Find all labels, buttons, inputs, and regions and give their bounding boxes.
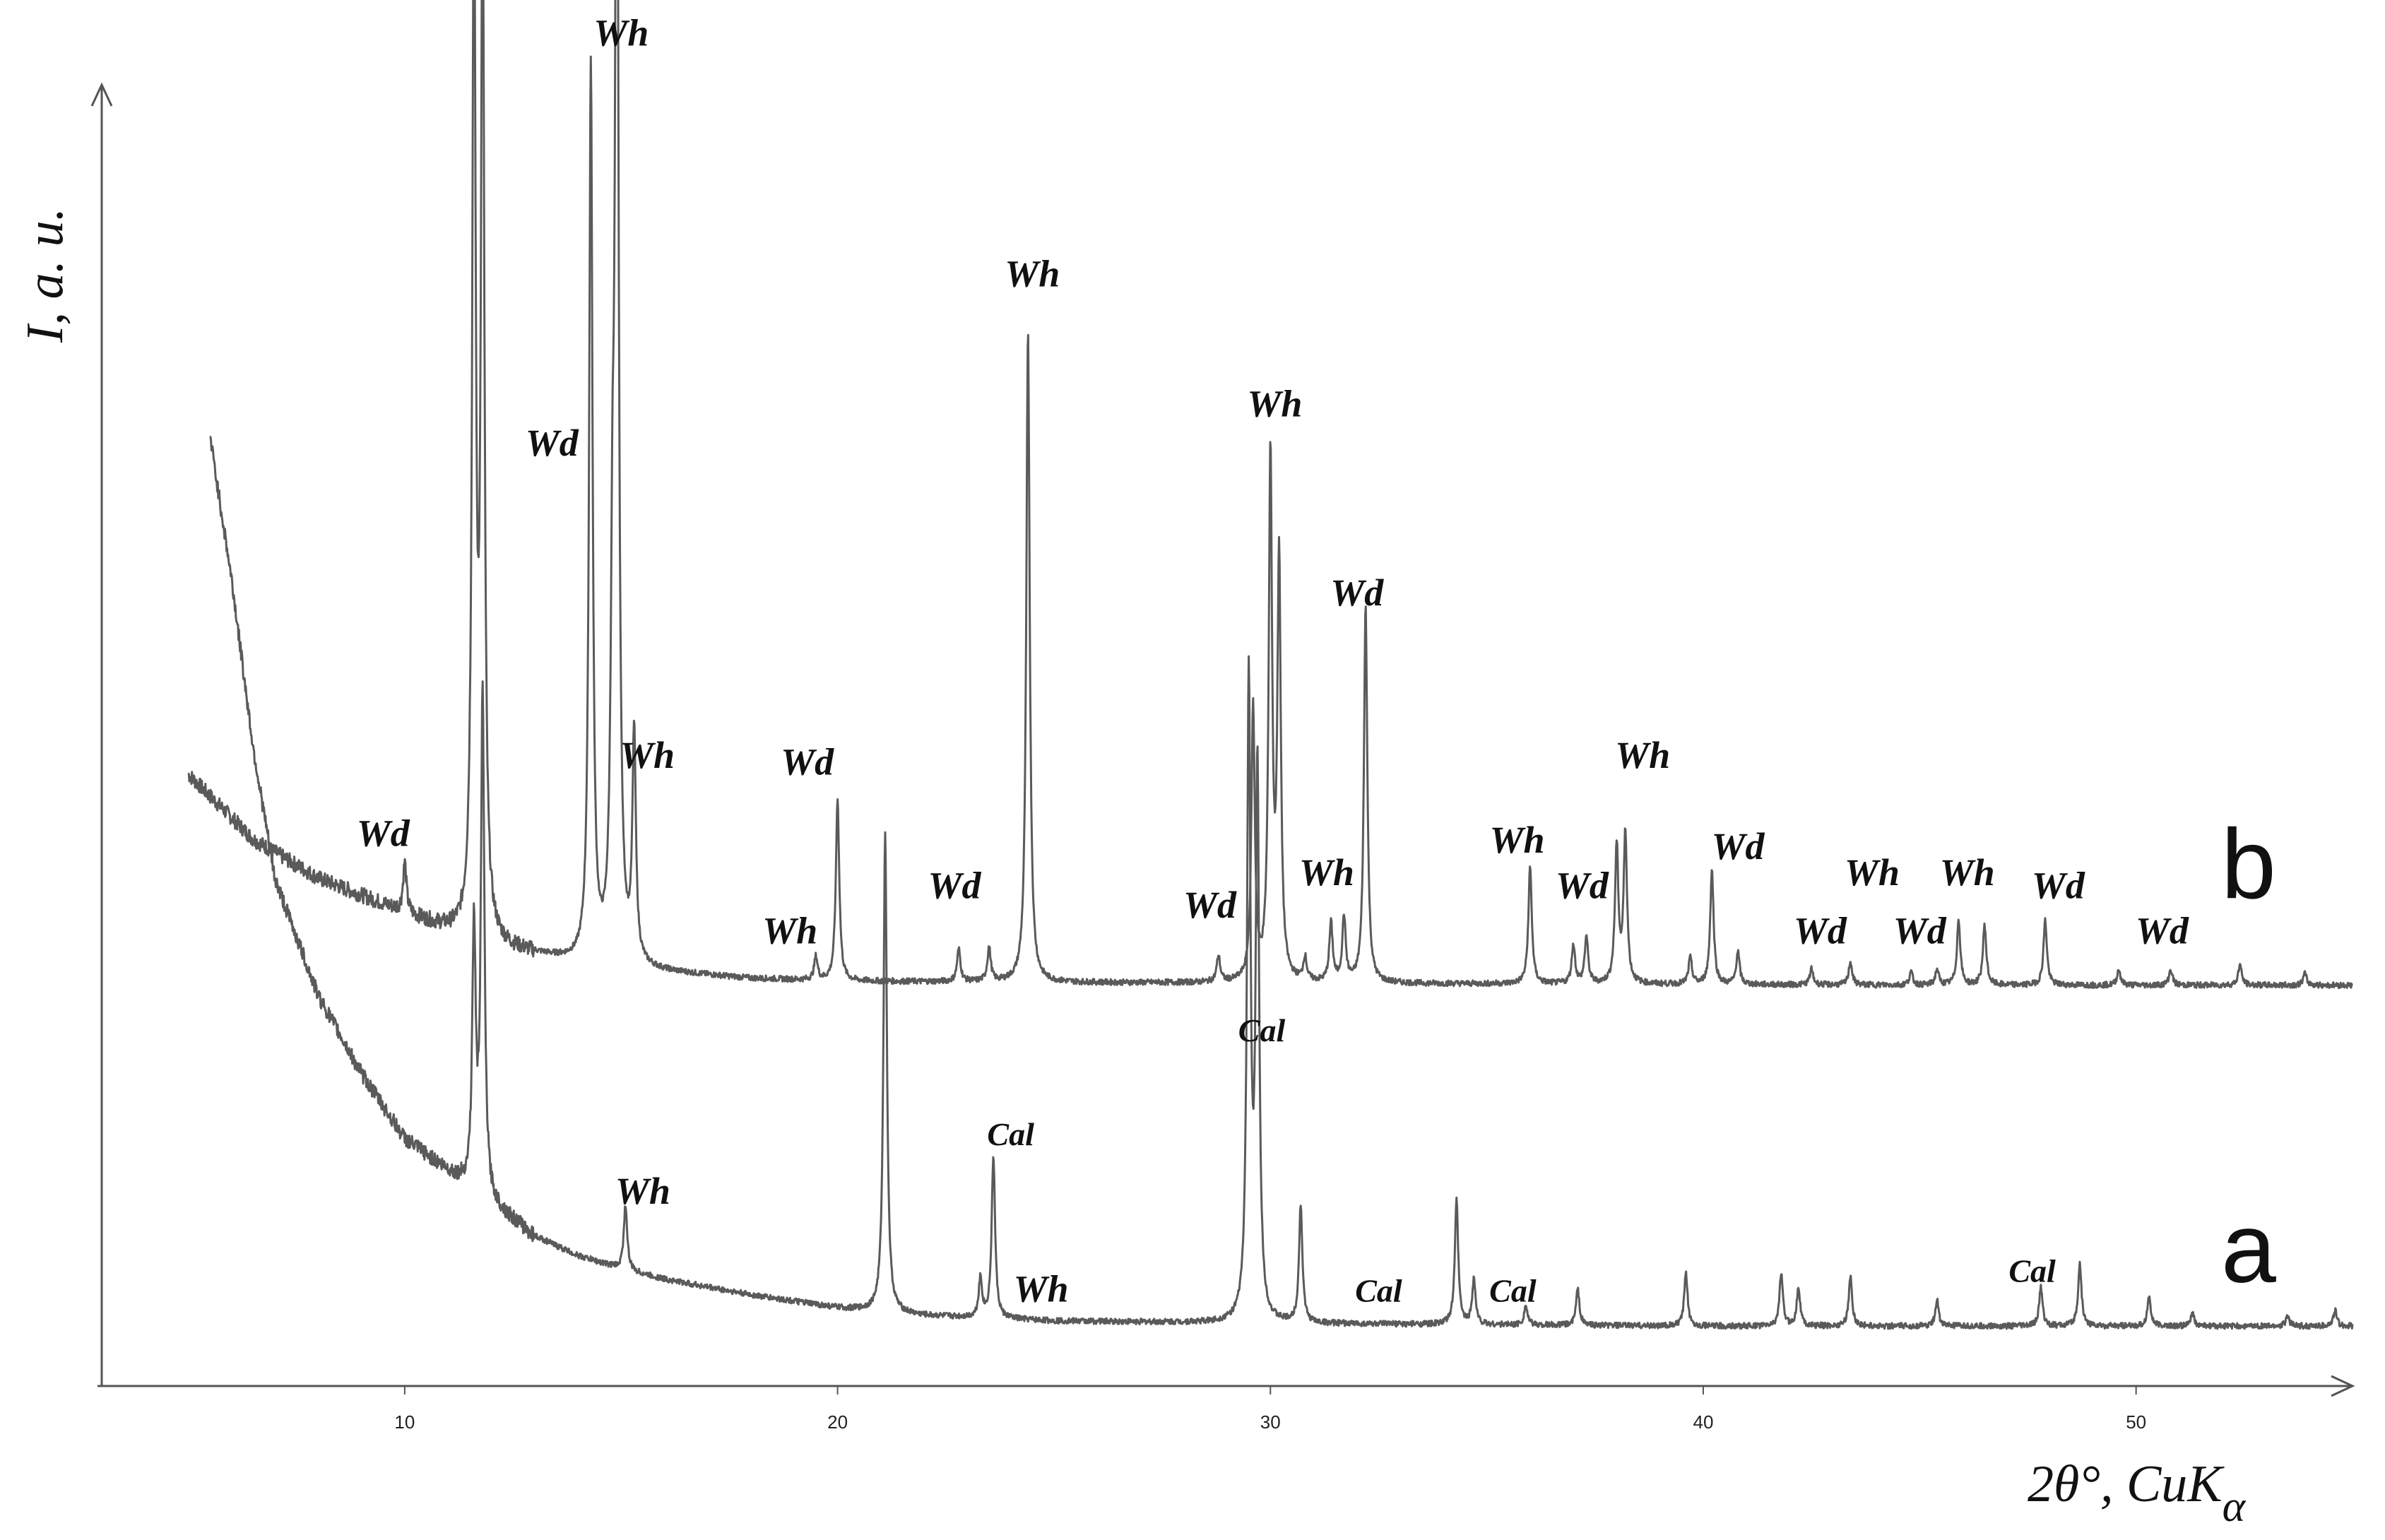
peak-label-cal: Cal (1355, 1272, 1402, 1308)
peak-label-wh: Wh (1615, 734, 1670, 776)
x-axis-title: 2θ°, CuKα (2028, 1455, 2247, 1531)
peak-label-cal: Cal (2008, 1253, 2056, 1289)
x-axis-arrow (2331, 1375, 2355, 1397)
x-tick-label: 50 (2126, 1411, 2146, 1433)
peak-label-wh: Wh (1940, 851, 1995, 894)
peak-label-wh: Wh (1845, 851, 1900, 894)
y-axis-arrow (90, 82, 113, 107)
peak-label-wh: Wh (1247, 383, 1302, 425)
peak-label-wh: Wh (1489, 819, 1544, 861)
x-axis-title-subscript: α (2223, 1483, 2247, 1531)
peak-label-wd: Wd (357, 812, 410, 855)
peak-label-wd: Wd (2136, 910, 2189, 952)
peak-label-wh: Wh (1014, 1267, 1069, 1310)
x-axis-title-main: 2θ°, CuK (2028, 1455, 2225, 1513)
traces (187, 0, 2354, 1330)
x-tick-label: 10 (394, 1411, 415, 1433)
peak-label-wh: Wh (1299, 851, 1354, 894)
axes (90, 82, 2355, 1397)
peak-labels: Wh Wd Wh Wd Wd Wh Wh Wd Wh Wd Wh Wd Wh Wd Wh Wd Wd Wh Wd Wh… (357, 12, 2189, 1310)
series-b-trace (187, 0, 2353, 990)
x-tick-label: 20 (827, 1411, 848, 1433)
peak-label-wd: Wd (2032, 864, 2085, 906)
peak-label-cal: Cal (1489, 1272, 1537, 1308)
peak-label-wd: Wd (1556, 864, 1609, 906)
peak-label-wd: Wd (1794, 910, 1847, 952)
peak-label-wd: Wd (781, 740, 834, 783)
x-tick-label: 30 (1260, 1411, 1281, 1433)
series-label-a: a (2221, 1192, 2276, 1303)
x-tick-label: 40 (1693, 1411, 1714, 1433)
peak-label-wd: Wd (1711, 825, 1765, 867)
series-labels: ba (2221, 808, 2276, 1303)
series-a-trace (209, 435, 2354, 1330)
y-axis-title: I, a. u. (16, 208, 74, 343)
peak-label-wd: Wd (1330, 571, 1384, 614)
peak-label-cal: Cal (1238, 1012, 1286, 1048)
peak-label-wd: Wd (526, 422, 579, 464)
series-label-b: b (2221, 808, 2276, 919)
peak-label-wh: Wh (1005, 253, 1060, 295)
peak-label-wh: Wh (615, 1170, 670, 1212)
peak-label-cal: Cal (987, 1116, 1034, 1152)
peak-label-wh: Wh (620, 734, 675, 776)
peak-label-wh: Wh (593, 12, 649, 54)
peak-label-wd: Wd (1183, 884, 1237, 926)
peak-label-wd: Wd (928, 864, 981, 906)
x-ticks: 10 20 30 40 50 (394, 1386, 2146, 1433)
peak-label-wh: Wh (762, 910, 817, 952)
peak-label-wd: Wd (1893, 910, 1947, 952)
